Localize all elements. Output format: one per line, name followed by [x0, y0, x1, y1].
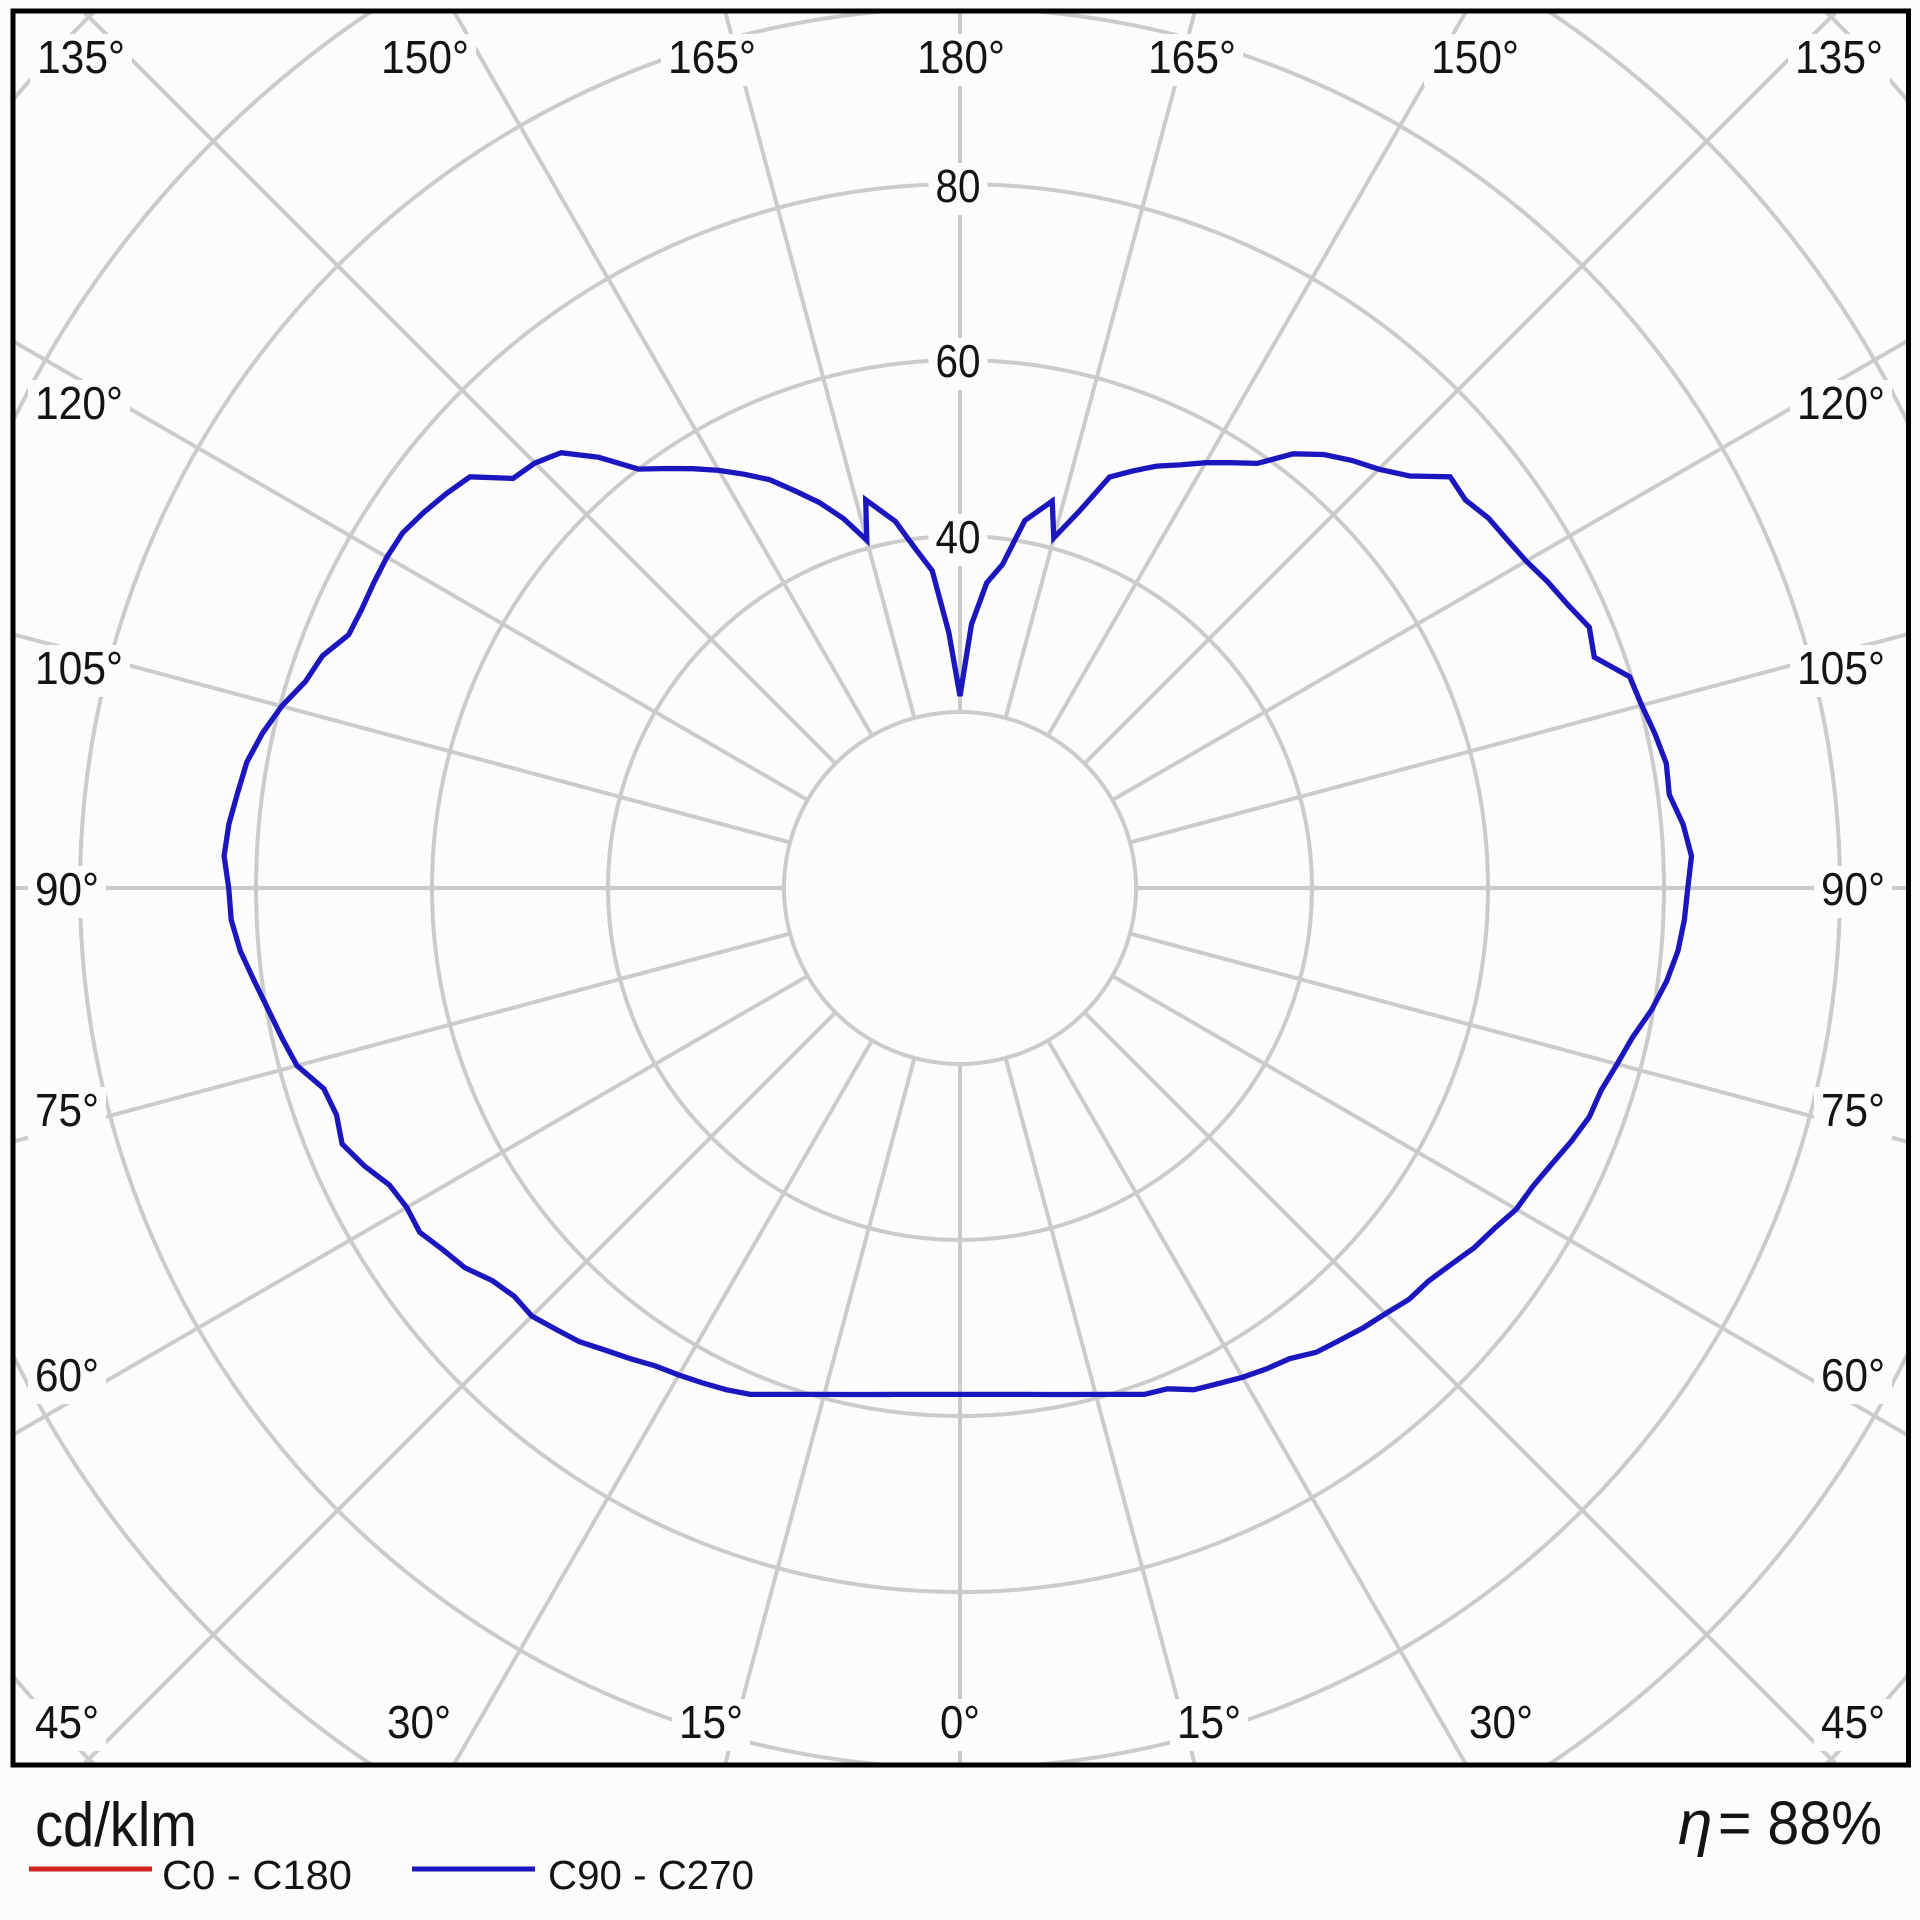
svg-text:60°: 60° — [35, 1349, 99, 1401]
svg-text:105°: 105° — [35, 642, 123, 694]
svg-text:0°: 0° — [940, 1696, 980, 1748]
svg-text:15°: 15° — [1177, 1696, 1241, 1748]
svg-text:60: 60 — [936, 335, 981, 387]
svg-text:165°: 165° — [668, 31, 756, 83]
svg-text:135°: 135° — [1795, 31, 1883, 83]
svg-text:30°: 30° — [387, 1696, 451, 1748]
svg-text:40: 40 — [936, 511, 981, 563]
svg-text:105°: 105° — [1797, 642, 1885, 694]
svg-text:150°: 150° — [381, 31, 469, 83]
svg-text:120°: 120° — [35, 377, 123, 429]
svg-text:C0 - C180: C0 - C180 — [162, 1852, 352, 1898]
svg-text:90°: 90° — [1821, 863, 1885, 915]
svg-text:150°: 150° — [1431, 31, 1519, 83]
svg-text:45°: 45° — [1821, 1696, 1885, 1748]
svg-text:165°: 165° — [1148, 31, 1236, 83]
svg-text:cd/klm: cd/klm — [35, 1791, 197, 1860]
svg-text:= 88%: = 88% — [1718, 1789, 1882, 1857]
svg-text:η: η — [1678, 1789, 1712, 1858]
svg-text:C90 - C270: C90 - C270 — [548, 1852, 754, 1898]
svg-text:80: 80 — [936, 160, 981, 212]
svg-text:60°: 60° — [1821, 1349, 1885, 1401]
svg-text:45°: 45° — [35, 1696, 99, 1748]
svg-text:30°: 30° — [1469, 1696, 1533, 1748]
svg-text:15°: 15° — [679, 1696, 743, 1748]
svg-text:135°: 135° — [37, 31, 125, 83]
svg-text:75°: 75° — [35, 1084, 99, 1136]
svg-text:75°: 75° — [1821, 1084, 1885, 1136]
svg-text:120°: 120° — [1797, 377, 1885, 429]
svg-text:90°: 90° — [35, 863, 99, 915]
svg-text:180°: 180° — [917, 31, 1005, 83]
